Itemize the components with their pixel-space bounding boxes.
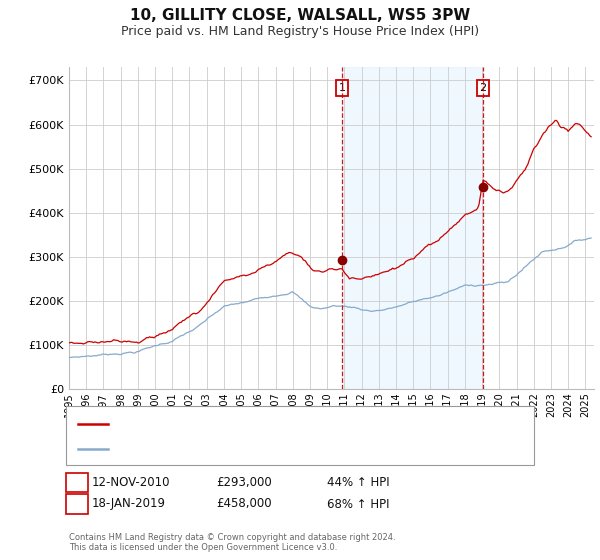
Text: 18-JAN-2019: 18-JAN-2019	[92, 497, 166, 511]
Text: 44% ↑ HPI: 44% ↑ HPI	[327, 476, 389, 489]
Text: 1: 1	[338, 83, 346, 93]
Text: 10, GILLITY CLOSE, WALSALL, WS5 3PW: 10, GILLITY CLOSE, WALSALL, WS5 3PW	[130, 8, 470, 24]
Text: HPI: Average price, detached house, Walsall: HPI: Average price, detached house, Wals…	[112, 444, 358, 454]
Text: Contains HM Land Registry data © Crown copyright and database right 2024.: Contains HM Land Registry data © Crown c…	[69, 533, 395, 542]
Text: 68% ↑ HPI: 68% ↑ HPI	[327, 497, 389, 511]
Text: £458,000: £458,000	[216, 497, 272, 511]
Text: Price paid vs. HM Land Registry's House Price Index (HPI): Price paid vs. HM Land Registry's House …	[121, 25, 479, 38]
Text: 2: 2	[73, 499, 80, 509]
Text: 2: 2	[479, 83, 487, 93]
Text: This data is licensed under the Open Government Licence v3.0.: This data is licensed under the Open Gov…	[69, 543, 337, 552]
Text: 10, GILLITY CLOSE, WALSALL, WS5 3PW (detached house): 10, GILLITY CLOSE, WALSALL, WS5 3PW (det…	[112, 419, 436, 429]
Text: £293,000: £293,000	[216, 476, 272, 489]
Bar	[342, 67, 483, 389]
Text: 12-NOV-2010: 12-NOV-2010	[92, 476, 170, 489]
Text: 1: 1	[73, 478, 80, 488]
